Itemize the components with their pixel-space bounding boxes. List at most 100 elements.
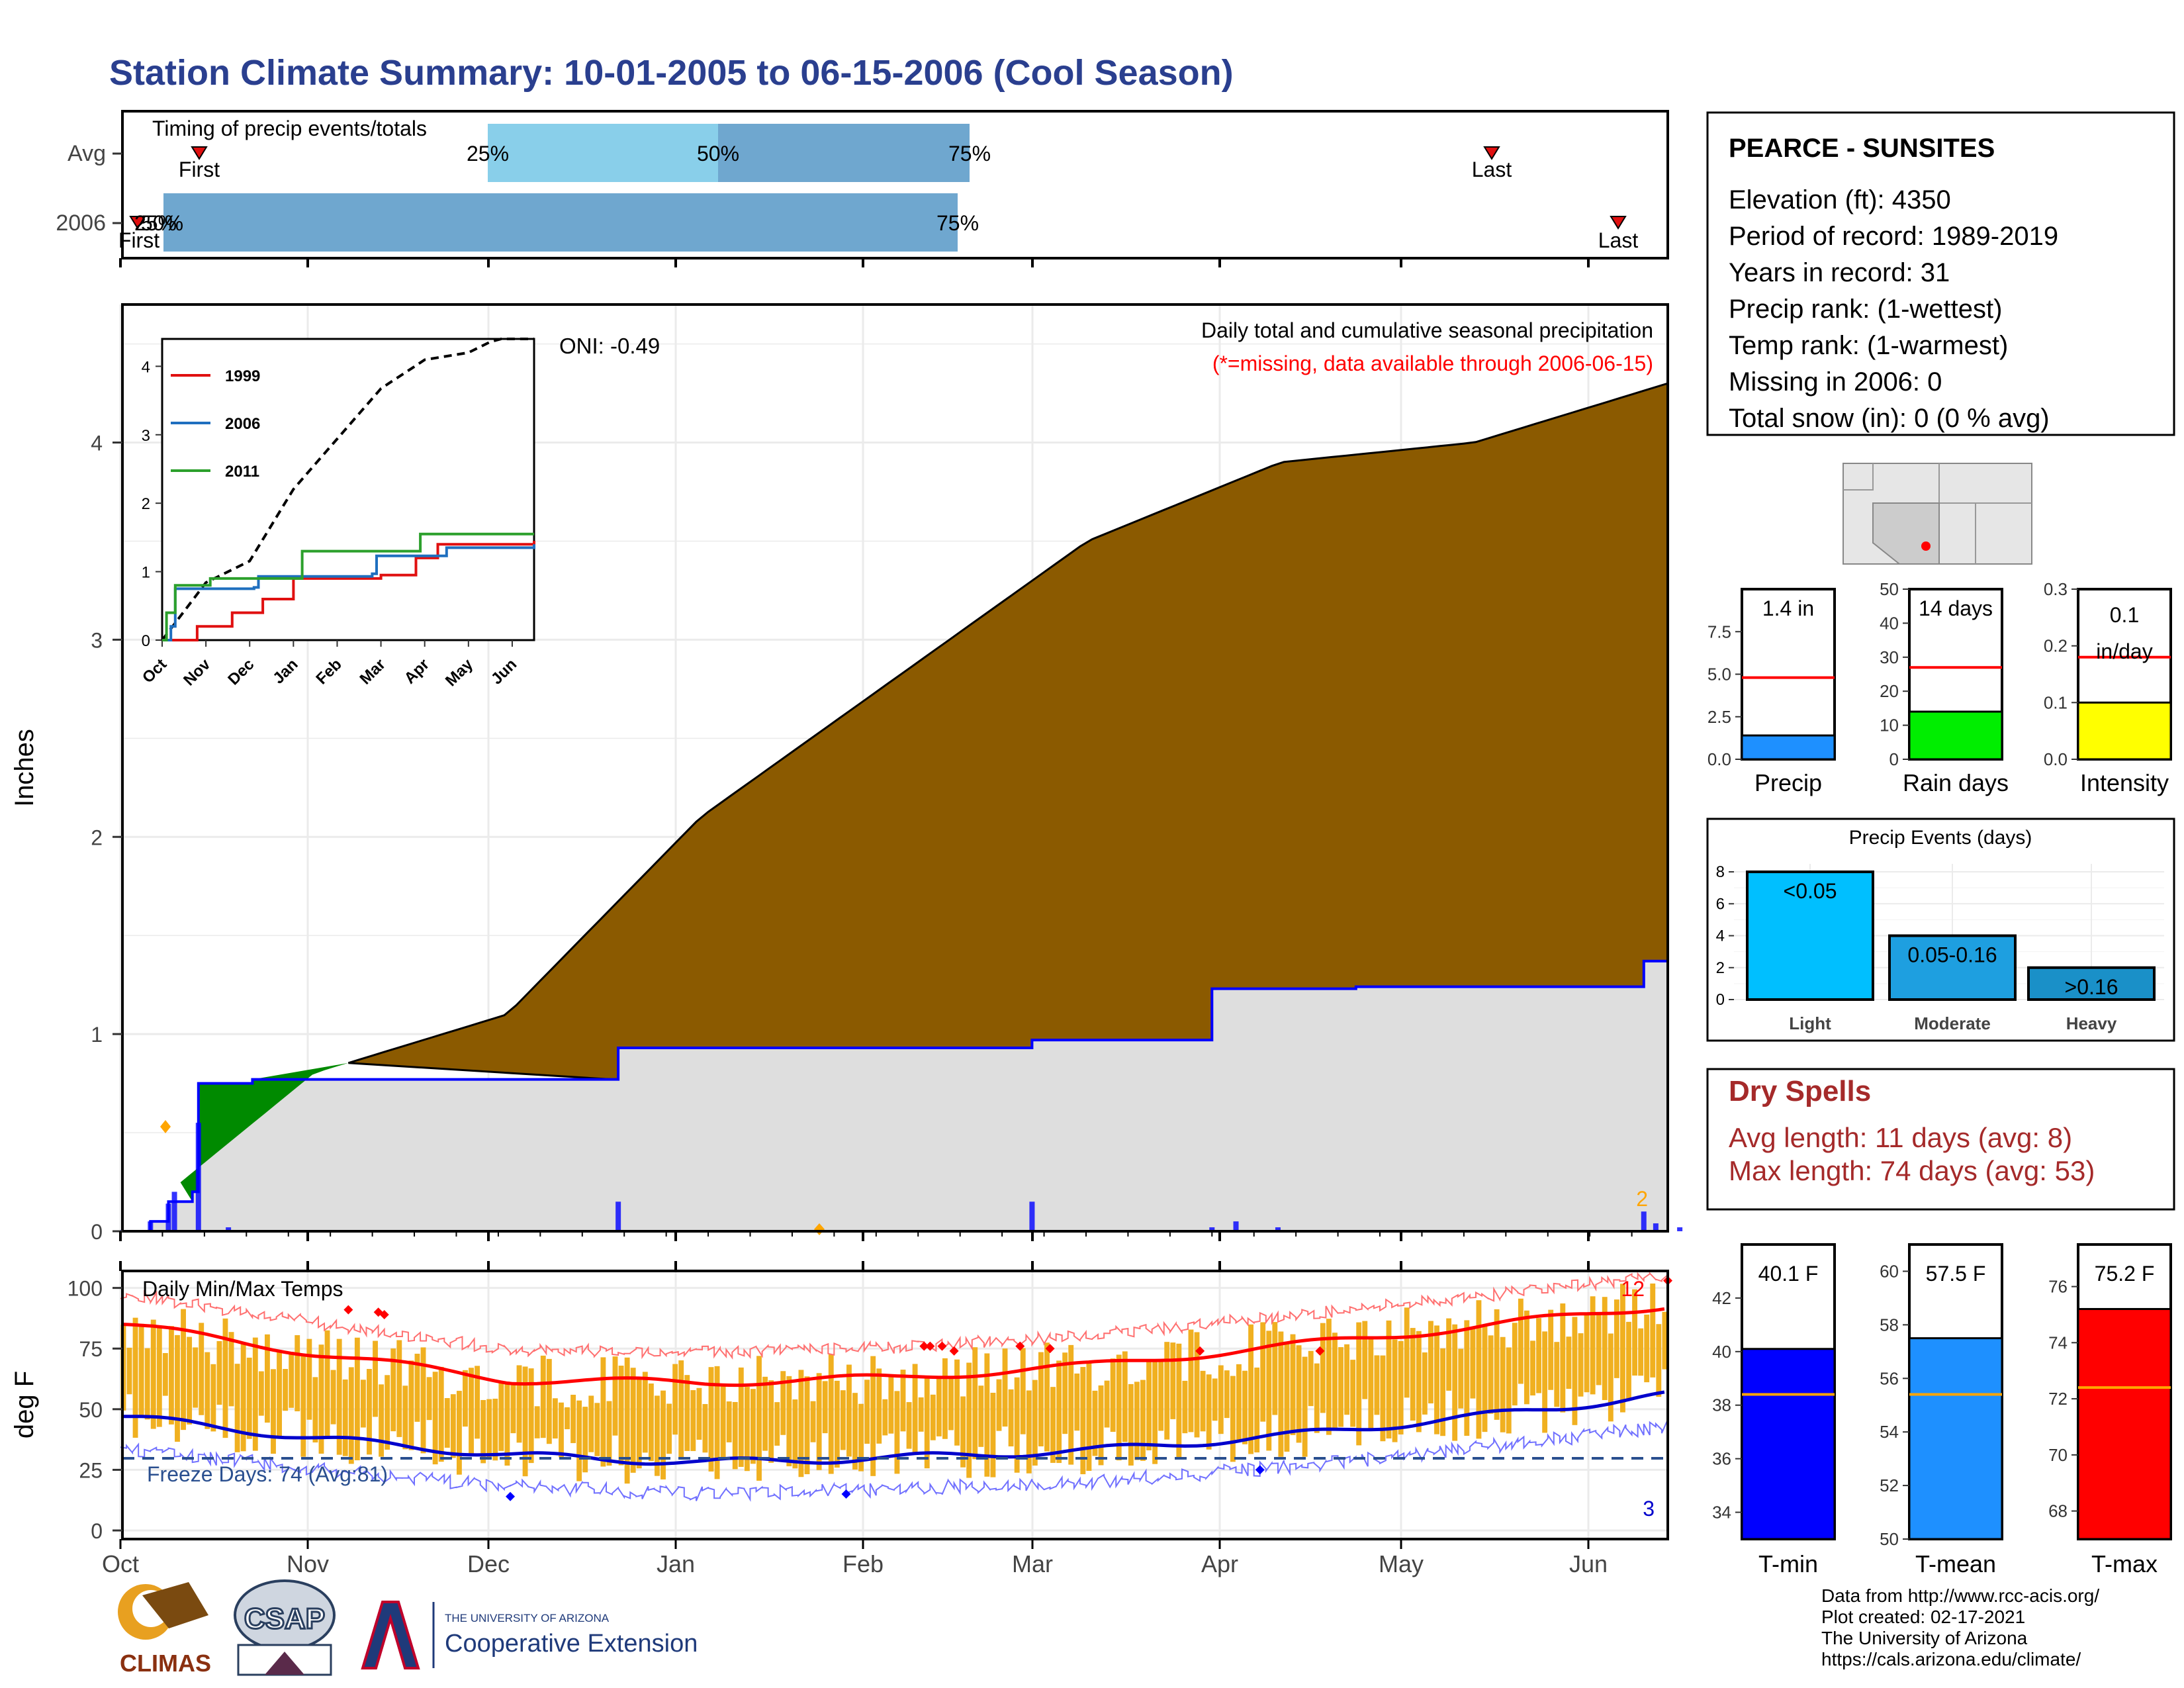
daily-temp-bar <box>1344 1344 1350 1415</box>
daily-temp-bar <box>162 1353 168 1396</box>
temp-summary-label: T-max <box>2091 1550 2158 1577</box>
daily-temp-bar <box>678 1360 684 1458</box>
daily-temp-bar <box>199 1323 205 1415</box>
daily-temp-bar <box>295 1335 300 1412</box>
precip-ytick-label: 2 <box>91 825 103 849</box>
precip-ylabel: Inches <box>10 729 39 807</box>
daily-temp-bar <box>132 1317 138 1438</box>
daily-temp-bar <box>792 1399 798 1469</box>
daily-temp-bar <box>1368 1338 1374 1430</box>
daily-temp-bar <box>1506 1347 1512 1434</box>
avg-50-label: 50% <box>697 142 739 165</box>
daily-temp-bar <box>300 1354 306 1457</box>
credit-line-4: https://cals.arizona.edu/climate/ <box>1821 1649 2081 1669</box>
daily-temp-bar <box>181 1309 186 1430</box>
daily-temp-bar <box>1554 1342 1560 1407</box>
daily-temp-bar <box>318 1344 324 1454</box>
daily-temp-bar <box>187 1336 193 1425</box>
avg-75-label: 75% <box>948 142 991 165</box>
mini-bar-ytick: 40 <box>1880 613 1899 633</box>
month-axis-label: Jun <box>1569 1550 1608 1577</box>
inset-ytick-label: 1 <box>142 564 150 582</box>
daily-temp-bar <box>1008 1389 1014 1447</box>
daily-temp-bar <box>552 1398 558 1439</box>
event-bar-label: Heavy <box>2066 1013 2117 1033</box>
daily-temp-bar <box>1080 1367 1086 1475</box>
daily-temp-bar <box>1086 1360 1092 1471</box>
station-info-line: Precip rank: (1-wettest) <box>1729 295 2002 324</box>
daily-temp-bar <box>1314 1363 1320 1433</box>
temp-summary-value: 75.2 F <box>2095 1262 2155 1286</box>
inset-ytick-label: 4 <box>142 358 150 376</box>
mini-bar-ytick: 20 <box>1880 681 1899 701</box>
temp-summary-label: T-min <box>1758 1550 1818 1577</box>
daily-temp-bar <box>1380 1355 1386 1442</box>
daily-temp-bar <box>756 1356 762 1481</box>
mini-bar-ytick: 0.1 <box>2044 692 2068 712</box>
record-max-line <box>120 1272 1668 1360</box>
temp-summary-value: 57.5 F <box>1926 1262 1986 1286</box>
daily-temp-bar <box>492 1398 498 1461</box>
inset-avg-line <box>161 338 534 641</box>
temp-summary-ytick: 40 <box>1712 1342 1731 1362</box>
daily-temp-bar <box>1128 1383 1134 1466</box>
station-info-line: Elevation (ft): 4350 <box>1729 185 1951 214</box>
daily-temp-bar <box>252 1337 258 1451</box>
temp-summary-label: T-mean <box>1915 1550 1996 1577</box>
daily-temp-bar <box>1428 1321 1433 1404</box>
station-info-box: PEARCE - SUNSITES Elevation (ft): 4350 Pe… <box>1706 111 2175 436</box>
daily-temp-bar <box>942 1358 948 1439</box>
daily-precip-bar <box>226 1227 232 1231</box>
inset-legend-label: 2006 <box>225 415 260 433</box>
station-info-line: Years in record: 31 <box>1729 258 1950 287</box>
daily-temp-bar <box>1290 1334 1296 1435</box>
record-min-line <box>120 1419 1668 1502</box>
daily-precip-bar <box>148 1221 154 1231</box>
daily-temp-bar <box>978 1385 984 1447</box>
daily-temp-bar <box>894 1391 900 1474</box>
temp-summary-ytick: 38 <box>1712 1395 1731 1415</box>
daily-temp-bar <box>1218 1365 1224 1434</box>
dry-spells-max: Max length: 74 days (avg: 53) <box>1729 1155 2095 1186</box>
daily-temp-bar <box>528 1368 534 1464</box>
daily-temp-bar <box>1308 1350 1314 1407</box>
daily-temp-bar <box>1188 1329 1194 1432</box>
month-axis-label: Jan <box>657 1550 695 1577</box>
daily-temp-bar <box>948 1376 954 1430</box>
month-axis-label: Dec <box>467 1550 510 1577</box>
daily-temp-bar <box>1104 1380 1110 1428</box>
daily-temp-bar <box>1566 1336 1572 1389</box>
daily-temp-bar <box>852 1393 858 1470</box>
daily-temp-bar <box>486 1399 492 1459</box>
daily-temp-bar <box>1200 1370 1206 1432</box>
daily-temp-bar <box>210 1364 216 1432</box>
daily-temp-bar <box>636 1378 642 1469</box>
daily-temp-bar <box>600 1357 606 1467</box>
month-axis-label: Nov <box>287 1550 329 1577</box>
location-map <box>1843 463 2032 565</box>
daily-temp-bar <box>156 1327 162 1427</box>
daily-temp-bar <box>1356 1322 1362 1446</box>
daily-temp-bar <box>475 1366 480 1439</box>
daily-temp-bar <box>373 1340 378 1417</box>
daily-temp-bar <box>1170 1342 1176 1419</box>
avg-last-marker <box>1483 146 1500 160</box>
daily-temp-bar <box>1524 1310 1529 1405</box>
daily-temp-bar <box>312 1377 318 1443</box>
dry-spells-box: Dry Spells Avg length: 11 days (avg: 8) … <box>1706 1068 2175 1211</box>
daily-temp-bar <box>1542 1331 1548 1433</box>
daily-temp-bar <box>1440 1348 1446 1436</box>
daily-temp-bar <box>1212 1378 1218 1421</box>
daily-temp-bar <box>1374 1355 1380 1415</box>
temp-summary-t-min: 34 36 38 40 42 40.1 F T-min <box>1712 1243 1836 1577</box>
daily-temp-bar <box>540 1355 546 1438</box>
daily-temp-bar <box>1236 1364 1242 1441</box>
daily-temp-bar <box>168 1326 174 1425</box>
mini-bar-label: Intensity <box>2080 769 2169 796</box>
daily-temp-bar <box>1260 1322 1266 1422</box>
daily-temp-bar <box>1548 1309 1554 1390</box>
daily-temp-bar <box>672 1364 678 1435</box>
daily-temp-bar <box>696 1387 702 1440</box>
page-title: Station Climate Summary: 10-01-2005 to 0… <box>109 53 1234 93</box>
